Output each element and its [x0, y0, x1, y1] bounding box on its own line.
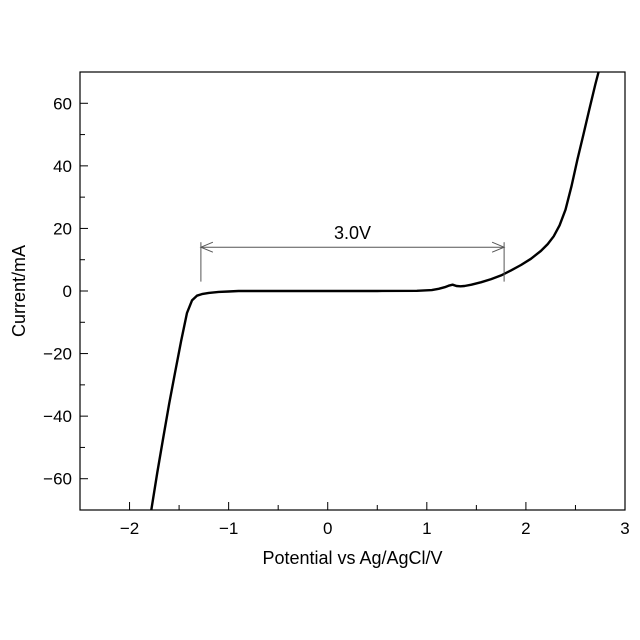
y-tick-label: −20 [43, 345, 72, 364]
y-tick-label: 20 [53, 219, 72, 238]
y-tick-label: 0 [63, 282, 72, 301]
x-axis-label: Potential vs Ag/AgCl/V [262, 548, 442, 568]
y-tick-label: −40 [43, 407, 72, 426]
x-tick-label: 2 [521, 519, 530, 538]
annotation-label: 3.0V [334, 223, 371, 243]
axis-tick-labels: −2 −1 0 1 2 3 −60 −40 −20 0 20 40 60 [43, 94, 630, 538]
x-tick-label: 3 [620, 519, 629, 538]
y-tick-label: −60 [43, 470, 72, 489]
y-tick-label: 40 [53, 157, 72, 176]
y-axis-label: Current/mA [9, 245, 29, 337]
x-tick-label: 1 [422, 519, 431, 538]
x-tick-label: 0 [323, 519, 332, 538]
x-tick-label: −2 [120, 519, 139, 538]
y-tick-label: 60 [53, 94, 72, 113]
x-tick-label: −1 [219, 519, 238, 538]
window-annotation: 3.0V [201, 223, 504, 281]
current-potential-curve [151, 47, 604, 510]
